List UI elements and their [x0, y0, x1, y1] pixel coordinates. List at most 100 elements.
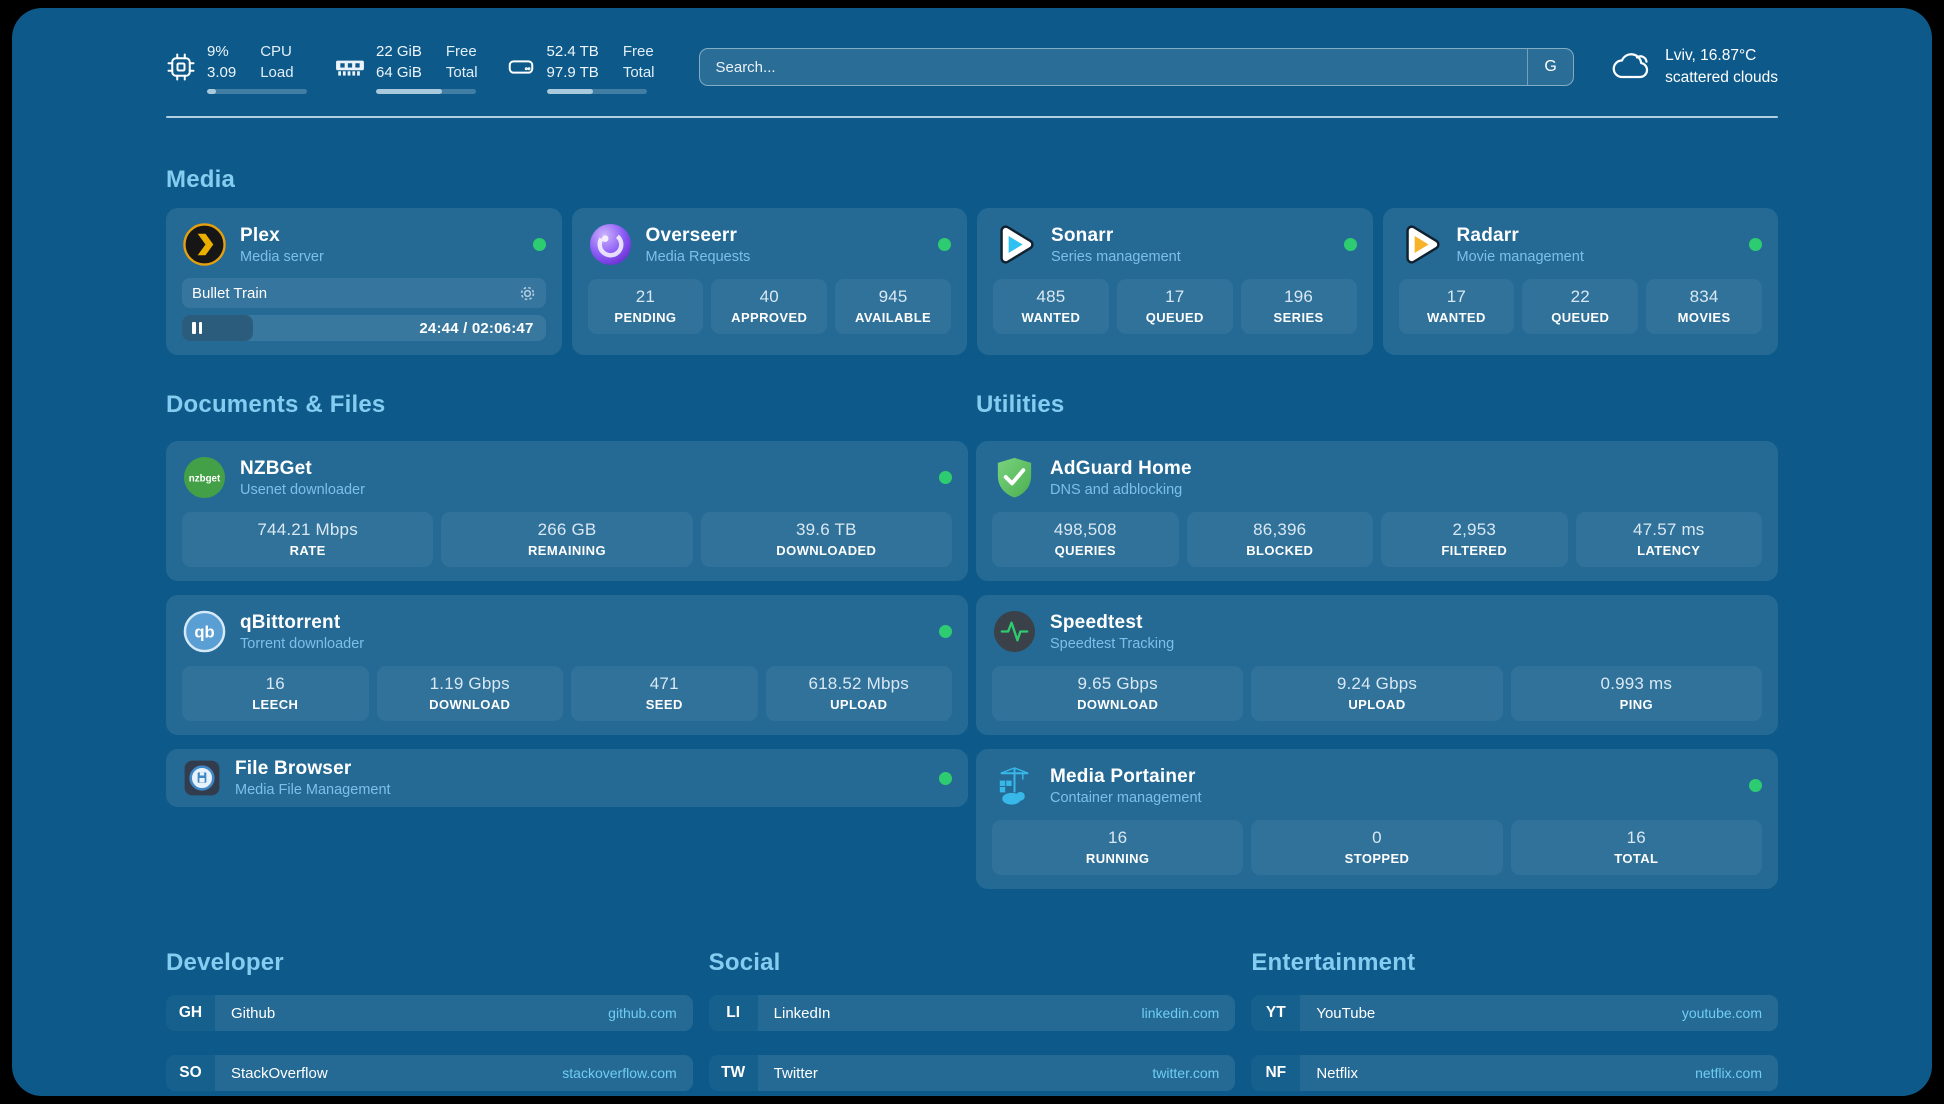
app-meta: AdGuard Home DNS and adblocking [1050, 458, 1192, 498]
section-entertainment: Entertainment YT YouTube youtube.com NF … [1251, 949, 1778, 1096]
app-subtitle: DNS and adblocking [1050, 481, 1183, 498]
stat-value: 618.52 Mbps [808, 674, 909, 693]
now-playing-title: Bullet Train [192, 284, 268, 302]
app-card-nzbget[interactable]: nzbget NZBGet Usenet downloader 744.21 M… [166, 441, 968, 581]
search-engine-button[interactable]: G [1527, 49, 1573, 85]
app-card-overseerr[interactable]: Overseerr Media Requests 21 PENDING 40 A… [571, 208, 967, 355]
weather-condition: scattered clouds [1665, 69, 1778, 86]
app-card-filebrowser[interactable]: File Browser Media File Management [166, 749, 968, 807]
bookmarks-area: Developer GH Github github.com SO StackO… [166, 949, 1778, 1096]
sonarr-icon [993, 222, 1038, 267]
app-card-portainer[interactable]: Media Portainer Container management 16 … [976, 749, 1778, 889]
stat-box: 9.65 Gbps DOWNLOAD [992, 666, 1244, 721]
pause-icon[interactable] [192, 322, 202, 334]
disk-stat: 52.4 TB 97.9 TB Free Total [506, 41, 655, 94]
bookmark-abbr: TW [708, 1055, 758, 1091]
stat-box: 17 QUEUED [1116, 279, 1233, 334]
stat-label: STOPPED [1344, 851, 1410, 866]
svg-text:nzbget: nzbget [189, 473, 221, 484]
bookmark-stackoverflow[interactable]: SO StackOverflow stackoverflow.com [166, 1055, 693, 1091]
bookmark-name: Twitter [773, 1064, 818, 1082]
status-dot [939, 471, 952, 484]
bookmark-name: Github [231, 1004, 276, 1022]
bookmark-name: YouTube [1316, 1004, 1376, 1022]
app-card-plex[interactable]: Plex Media server Bullet Train [166, 208, 562, 355]
app-subtitle: Media File Management [235, 782, 391, 798]
app-card-qbittorrent[interactable]: qb qBittorrent Torrent downloader 16 LEE… [166, 595, 968, 735]
gear-icon[interactable] [519, 285, 536, 302]
playback-progress-bar[interactable]: 24:44 / 02:06:47 [182, 315, 546, 341]
status-dot [938, 238, 951, 251]
card-head: Media Portainer Container management [992, 763, 1762, 808]
bookmark-netflix[interactable]: NF Netflix netflix.com [1251, 1055, 1778, 1091]
stat-value: 16 [1108, 828, 1128, 847]
stat-label: UPLOAD [1348, 697, 1406, 712]
stat-value: 47.57 ms [1632, 520, 1705, 539]
app-card-speedtest[interactable]: Speedtest Speedtest Tracking 9.65 Gbps D… [976, 595, 1778, 735]
search-input[interactable] [699, 49, 1528, 85]
bookmark-linkedin[interactable]: LI LinkedIn linkedin.com [708, 995, 1236, 1031]
stat-label: SEED [645, 697, 683, 712]
section-title-social: Social [708, 949, 781, 976]
stat-label: UPLOAD [830, 697, 888, 712]
app-name: Overseerr [645, 224, 738, 246]
bookmark-abbr: YT [1251, 995, 1301, 1031]
stat-box: 0 STOPPED [1251, 820, 1503, 875]
section-title-utilities: Utilities [976, 391, 1065, 418]
card-head: File Browser Media File Management [182, 758, 952, 798]
stat-label: QUEUED [1145, 310, 1204, 325]
app-card-radarr[interactable]: Radarr Movie management 17 WANTED 22 QUE… [1382, 208, 1778, 355]
stat-value: 21 [635, 287, 656, 306]
bookmark-abbr: SO [166, 1055, 215, 1091]
status-dot [1343, 238, 1357, 251]
bookmark-url: linkedin.com [1141, 1005, 1220, 1021]
stat-label: TOTAL [1614, 851, 1659, 866]
bookmark-youtube[interactable]: YT YouTube youtube.com [1251, 995, 1778, 1031]
memory-free-value: 22 GiB [376, 42, 422, 60]
stat-label: WANTED [1427, 310, 1486, 325]
disk-values: 52.4 TB 97.9 TB [547, 41, 599, 83]
stat-value: 196 [1284, 287, 1314, 306]
app-name: Speedtest [1050, 611, 1143, 633]
app-meta: Radarr Movie management [1457, 225, 1584, 265]
card-head: qb qBittorrent Torrent downloader [182, 609, 952, 654]
app-meta: Speedtest Speedtest Tracking [1050, 612, 1174, 652]
app-name: Media Portainer [1050, 765, 1196, 787]
bookmark-github[interactable]: GH Github github.com [166, 995, 693, 1031]
stat-value: 9.24 Gbps [1336, 674, 1418, 693]
app-name: AdGuard Home [1050, 457, 1192, 479]
bookmark-url: netflix.com [1695, 1065, 1762, 1081]
app-meta: Sonarr Series management [1051, 225, 1181, 265]
stat-box: 16 TOTAL [1510, 820, 1762, 875]
app-card-adguard[interactable]: AdGuard Home DNS and adblocking 498,508 … [976, 441, 1778, 581]
stat-box: 618.52 Mbps UPLOAD [765, 666, 952, 721]
app-card-sonarr[interactable]: Sonarr Series management 485 WANTED 17 Q… [977, 208, 1373, 355]
bookmark-twitter[interactable]: TW Twitter twitter.com [708, 1055, 1236, 1091]
search-bar[interactable]: G [698, 48, 1575, 86]
media-grid: Plex Media server Bullet Train [166, 208, 1778, 355]
stat-value: 744.21 Mbps [257, 520, 358, 539]
stat-value: 22 [1570, 287, 1590, 306]
stat-value: 2,953 [1452, 520, 1497, 539]
weather-widget: Lviv, 16.87°C scattered clouds [1610, 45, 1778, 90]
app-subtitle: Media Requests [645, 248, 751, 265]
app-subtitle: Speedtest Tracking [1050, 635, 1175, 652]
stat-box: 485 WANTED [993, 279, 1109, 334]
disk-total-value: 97.9 TB [546, 63, 599, 81]
app-meta: Plex Media server [240, 225, 324, 265]
stat-label: PENDING [614, 310, 677, 325]
stat-label: LATENCY [1637, 543, 1701, 558]
app-meta: NZBGet Usenet downloader [240, 458, 365, 498]
stat-box: 498,508 QUERIES [992, 512, 1179, 567]
bookmark-abbr: LI [708, 995, 758, 1031]
stat-label: FILTERED [1441, 543, 1508, 558]
qbittorrent-icon: qb [182, 609, 227, 654]
plex-icon [182, 222, 227, 267]
card-head: Sonarr Series management [993, 222, 1357, 267]
stat-box: 0.993 ms PING [1510, 666, 1762, 721]
memory-icon [335, 52, 365, 82]
stat-box: 22 QUEUED [1522, 279, 1639, 334]
section-documents: Documents & Files nzbget NZBGet Usenet d… [166, 391, 968, 889]
section-title-entertainment: Entertainment [1251, 949, 1416, 976]
section-developer: Developer GH Github github.com SO StackO… [166, 949, 693, 1096]
